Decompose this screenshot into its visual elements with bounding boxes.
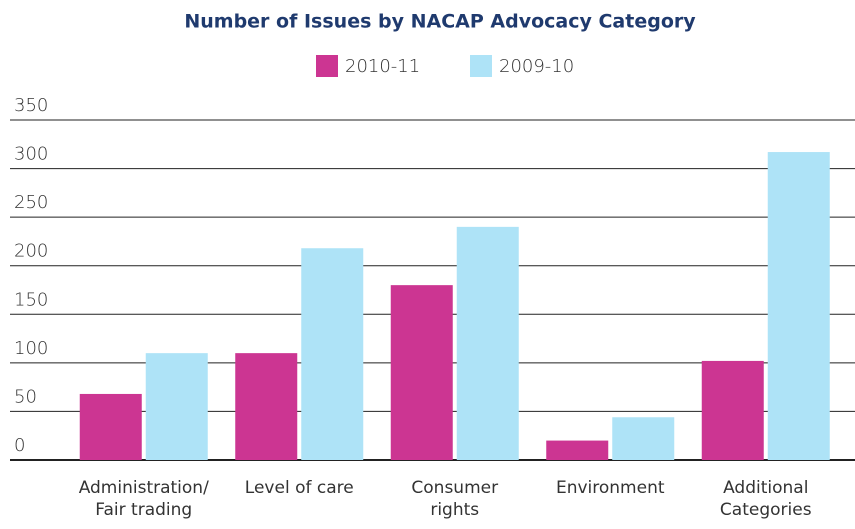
bar — [767, 152, 830, 461]
y-tick-label: 100 — [14, 338, 48, 359]
x-tick-label: Consumer rights — [411, 478, 499, 520]
x-tick-label: Level of care — [244, 478, 354, 498]
x-tick-label: Additional Categories — [719, 478, 812, 520]
y-tick-label: 200 — [14, 241, 48, 262]
bar — [612, 417, 675, 460]
bar — [145, 353, 208, 460]
bar — [546, 440, 609, 460]
legend-label: 2009-10 — [499, 56, 574, 77]
bar — [390, 285, 453, 460]
y-tick-label: 250 — [14, 192, 48, 213]
bar — [701, 360, 764, 460]
x-tick-label: Environment — [555, 478, 665, 498]
bar — [301, 248, 364, 460]
legend-swatch — [316, 55, 338, 77]
y-tick-label: 300 — [14, 144, 48, 165]
y-tick-label: 350 — [14, 95, 48, 116]
bar — [79, 393, 142, 460]
bar — [456, 226, 519, 460]
legend-swatch — [470, 55, 492, 77]
bar — [235, 353, 298, 460]
legend-label: 2010-11 — [345, 56, 420, 77]
chart-title: Number of Issues by NACAP Advocacy Categ… — [184, 11, 696, 33]
x-tick-label: Administration/ Fair trading — [78, 478, 209, 520]
y-tick-label: 150 — [14, 289, 48, 310]
y-tick-label: 0 — [14, 435, 25, 456]
y-tick-label: 50 — [14, 386, 37, 407]
